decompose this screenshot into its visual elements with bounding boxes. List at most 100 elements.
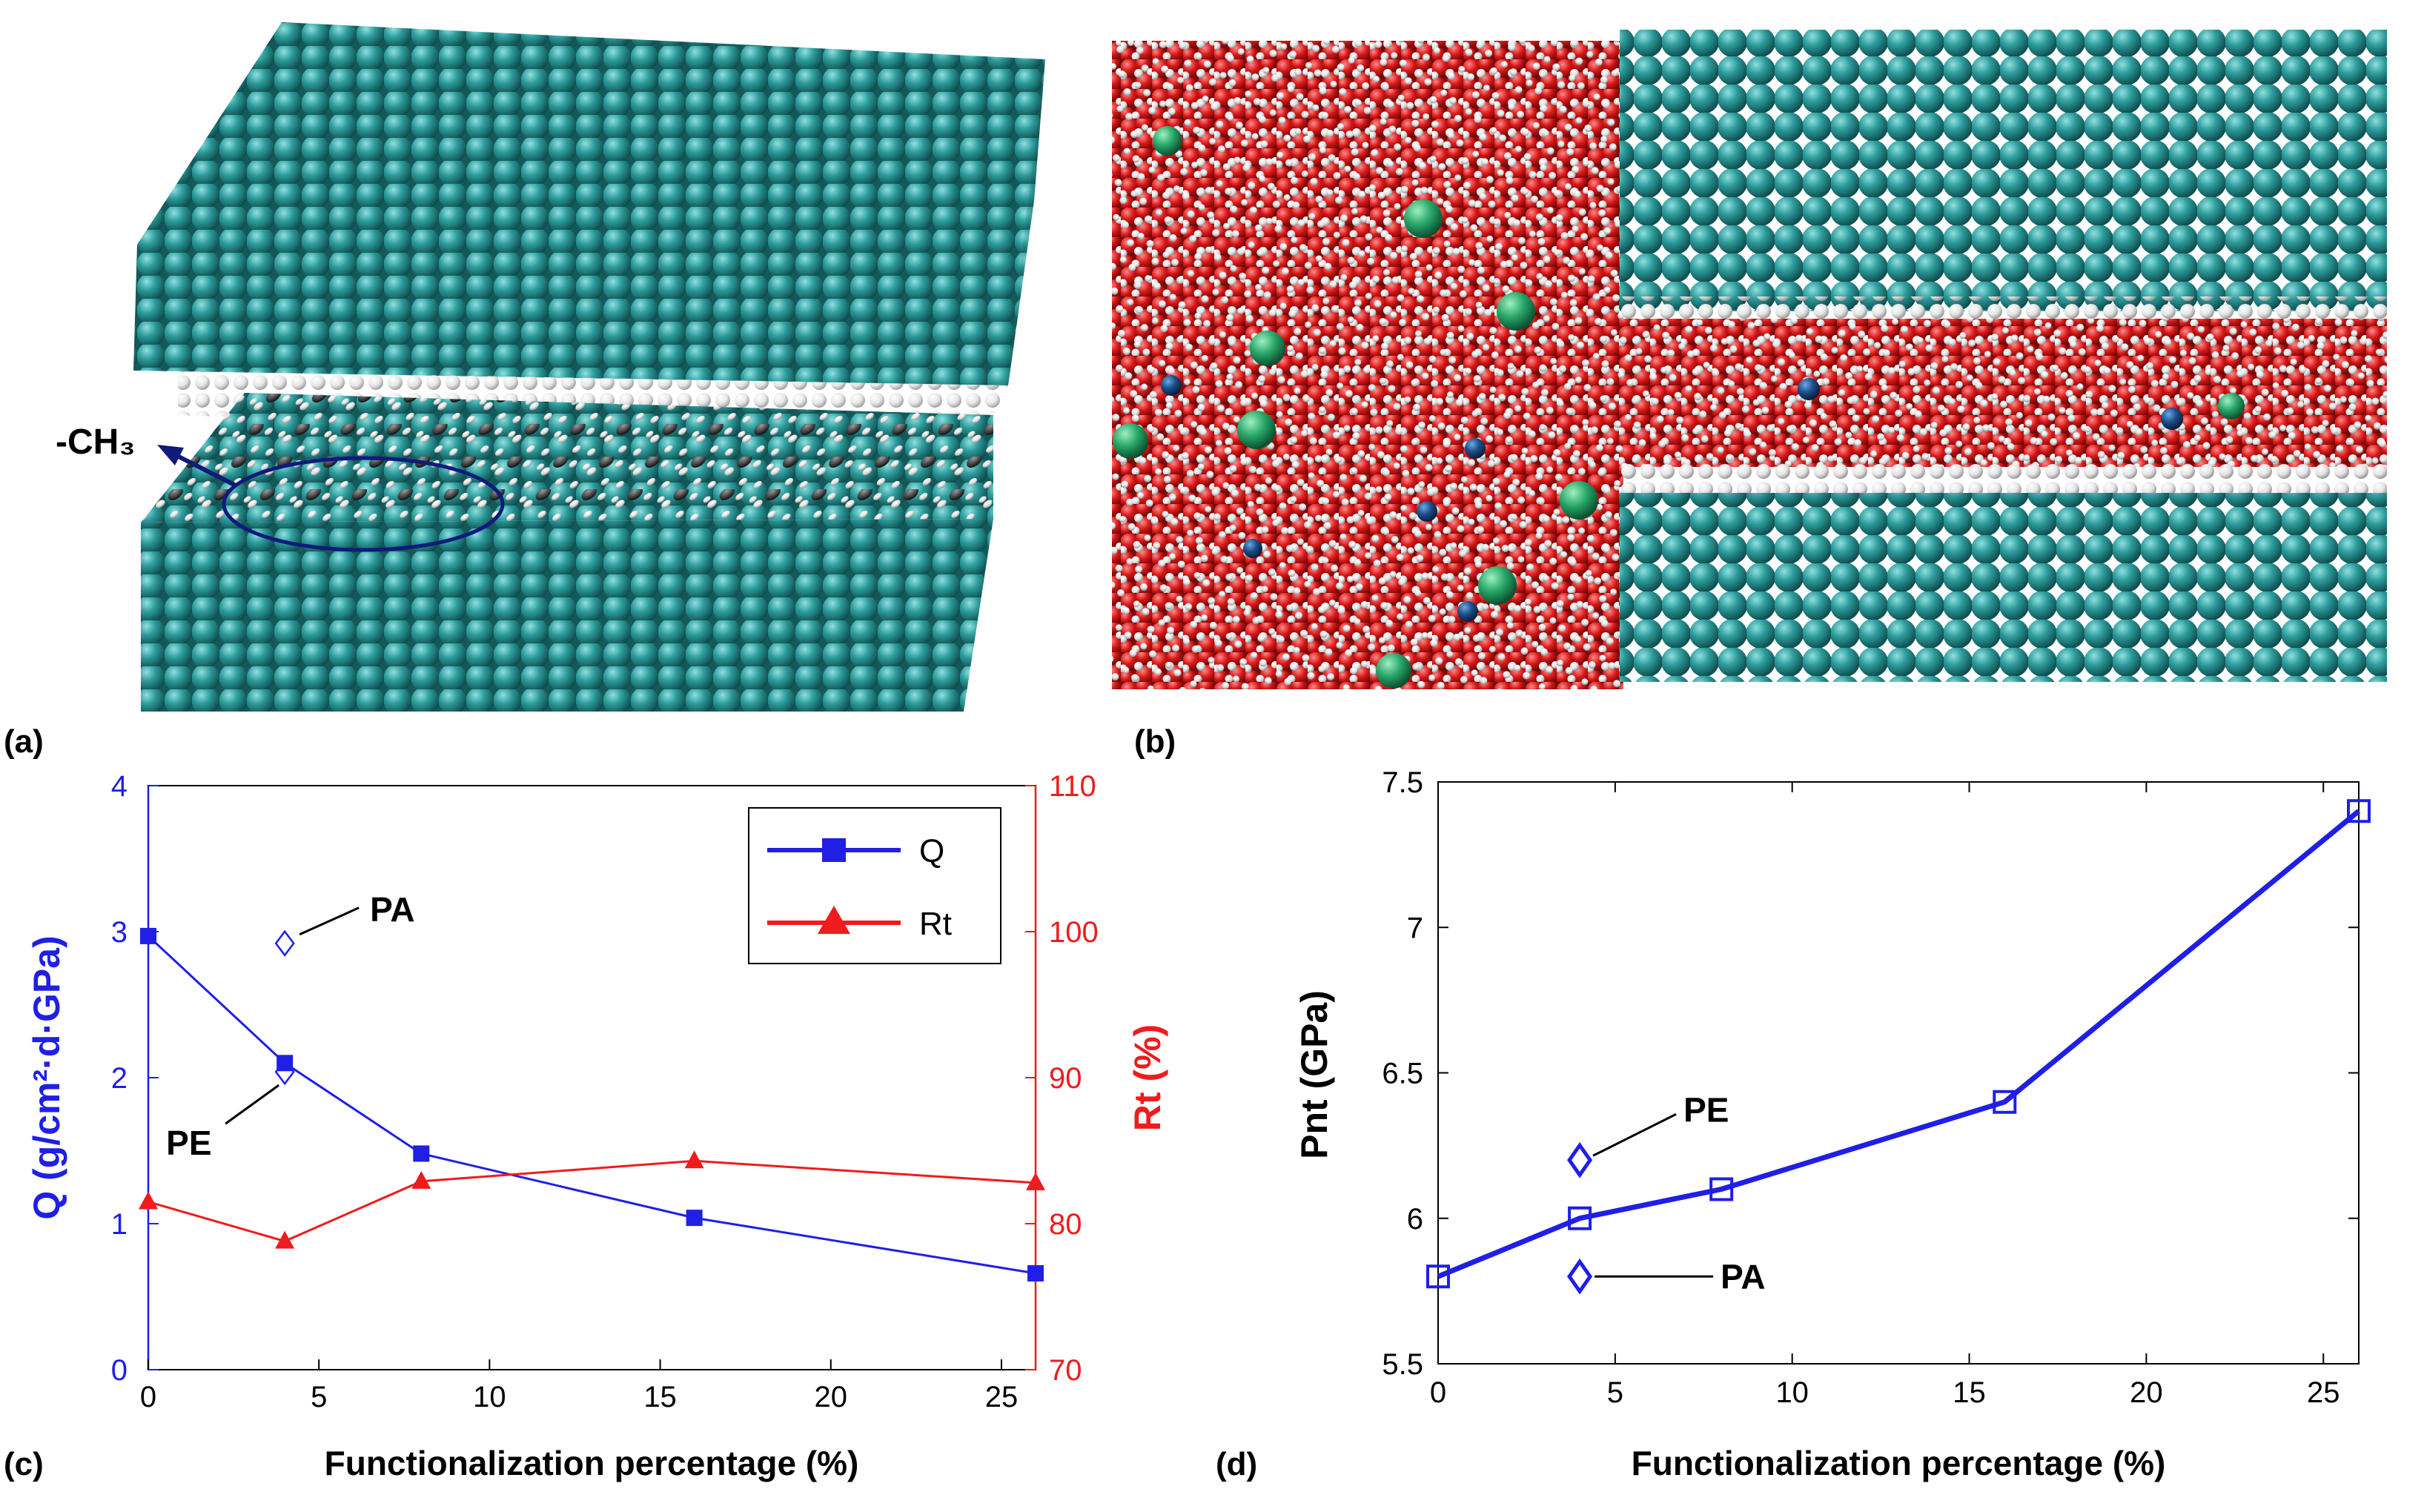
chart-d-callout-label-pe: PE xyxy=(1683,1090,1729,1129)
chart-d-xtick-label: 20 xyxy=(2130,1376,2163,1409)
sodium-ion xyxy=(1153,126,1182,156)
graphene-upper-block xyxy=(1620,30,2387,311)
chart-d-xtick-label: 15 xyxy=(1953,1376,1986,1409)
chart-d-point xyxy=(1426,1264,1450,1289)
panel-label-d: (d) xyxy=(1216,1446,1257,1482)
chart-c-yleft-tick-label: 1 xyxy=(111,1208,128,1241)
panel-label-c: (c) xyxy=(4,1446,44,1482)
chart-d-ylabel: Pnt (GPa) xyxy=(1294,990,1335,1159)
sodium-ion xyxy=(1376,653,1411,689)
chart-d-plot-area xyxy=(1437,781,2360,1365)
chart-c-yright-tick-label: 80 xyxy=(1049,1208,1082,1241)
chart-d-callout-line-pe xyxy=(1592,1113,1677,1157)
chart-c-yleft-tick-label: 3 xyxy=(111,916,128,949)
chart-d-point xyxy=(1993,1090,2017,1114)
chart-c-point-rt xyxy=(411,1170,431,1189)
panel-a-illustration: -CH₃ xyxy=(56,22,1045,712)
legend-rt-marker xyxy=(818,906,850,934)
chart-c-legend-box xyxy=(748,807,1001,964)
chart-c-yright-tick-label: 110 xyxy=(1049,770,1096,803)
methyl-pointer-arrowhead xyxy=(157,445,184,465)
chart-d-xtick-label: 10 xyxy=(1775,1376,1809,1409)
chart-c-point-pe xyxy=(274,1058,295,1086)
chart-c-point-q xyxy=(1027,1264,1044,1281)
chart-c-point-rt xyxy=(275,1230,295,1249)
chart-c-point-rt xyxy=(1026,1172,1045,1190)
channel-lower-hydrogens xyxy=(1620,463,2387,493)
chloride-ion xyxy=(1161,375,1182,396)
chart-c-callout-label-pe: PE xyxy=(166,1124,211,1162)
chart-d-point-pa xyxy=(1567,1258,1593,1295)
sodium-ion xyxy=(1113,423,1148,459)
panel-label-a: (a) xyxy=(4,723,44,760)
chart-c-callout-label-pa: PA xyxy=(370,890,414,929)
sodium-ion xyxy=(1478,566,1517,605)
chart-c-point-pa xyxy=(274,929,295,957)
chart-c-xtick-label: 25 xyxy=(985,1381,1019,1413)
chart-d-ytick-label: 7 xyxy=(1407,912,1423,944)
methyl-groups-layer xyxy=(141,393,993,523)
legend-q-label: Q xyxy=(919,833,944,869)
panel-label-b: (b) xyxy=(1134,723,1176,760)
chart-d-xtick-label: 0 xyxy=(1430,1376,1446,1409)
chart-c-point-rt xyxy=(684,1150,704,1169)
channel-water-hydrogens xyxy=(1620,319,2387,467)
chart-d-series-line xyxy=(1437,809,2361,1279)
legend-q-marker xyxy=(822,838,846,862)
upper-slab-top-face xyxy=(137,22,1045,245)
chart-d-point xyxy=(1568,1206,1592,1230)
chart-d-xtick-label: 5 xyxy=(1607,1376,1623,1409)
chart-c-xtick-label: 20 xyxy=(815,1381,848,1413)
sodium-ion xyxy=(1497,292,1535,331)
chart-c-xtick-label: 10 xyxy=(473,1381,506,1413)
sodium-ion xyxy=(2218,393,2245,420)
chloride-ion xyxy=(1465,438,1486,459)
chart-c-xtick-label: 15 xyxy=(643,1381,677,1413)
chart-d-xlabel: Functionalization percentage (%) xyxy=(1632,1444,2166,1482)
chart-d-point-pe xyxy=(1567,1141,1593,1178)
chart-c-yleft-tick-label: 4 xyxy=(111,770,128,803)
sodium-ion xyxy=(1250,331,1285,366)
methyl-label: -CH₃ xyxy=(56,422,136,462)
chart-d-ytick-label: 5.5 xyxy=(1382,1348,1423,1381)
chart-c-yleft-tick-label: 2 xyxy=(111,1062,128,1095)
chart-c-callout-line-pe xyxy=(225,1084,280,1125)
chart-c-ylabel-left: Q (g/cm²·d·GPa) xyxy=(26,935,67,1219)
legend-rt-label: Rt xyxy=(919,906,952,942)
upper-slab-side-face xyxy=(133,245,1023,385)
chloride-ion xyxy=(2161,408,2183,430)
chart-d-ytick-label: 6.5 xyxy=(1382,1058,1423,1090)
panel-b-illustration xyxy=(1112,30,2387,689)
chart-d-xtick-label: 25 xyxy=(2307,1376,2340,1409)
sodium-ion xyxy=(1404,199,1443,238)
chart-c-ylabel-right: Rt (%) xyxy=(1127,1024,1168,1131)
chart-c-point-q xyxy=(140,927,156,944)
chart-c-yright-tick-label: 70 xyxy=(1049,1354,1082,1387)
chart-c-series-line-rt xyxy=(148,1159,1036,1243)
chloride-ion xyxy=(1457,601,1478,622)
sodium-ion xyxy=(1560,481,1598,520)
chart-c-xtick-label: 0 xyxy=(140,1381,156,1413)
chart-d: 0 5 10 15 20 25 5.5 6 6.5 7 7.5 PE PA Functionaliz… xyxy=(1294,766,2371,1482)
chart-c-legend: Q Rt xyxy=(748,807,1001,964)
chart-c-series-line-q xyxy=(147,935,1036,1275)
chart-c-yright-tick-label: 90 xyxy=(1049,1062,1082,1095)
chloride-ion xyxy=(1243,539,1262,558)
chart-c-yright-tick-label: 100 xyxy=(1049,916,1099,949)
chart-d-callout-label-pa: PA xyxy=(1721,1257,1766,1296)
water-reservoir-hydrogens xyxy=(1112,41,1623,689)
chart-c-point-rt xyxy=(139,1191,158,1210)
chart-c-yleft-tick-label: 0 xyxy=(111,1354,128,1387)
chart-c-point-q xyxy=(686,1210,703,1227)
chart-c-xtick-label: 5 xyxy=(311,1381,327,1413)
chloride-ion xyxy=(1417,501,1437,522)
chart-d-ytick-label: 6 xyxy=(1407,1203,1423,1236)
chart-c-callout-line-pa xyxy=(299,906,360,936)
upper-slab-right-balls xyxy=(1008,59,1045,385)
chart-c: 0 5 10 15 20 25 0 1 2 3 4 70 80 90 100 110 PA PE Funct… xyxy=(26,770,1168,1482)
lower-slab-front-face xyxy=(141,519,993,712)
graphene-lower-block xyxy=(1620,493,2387,682)
sodium-ion xyxy=(1237,411,1276,449)
chart-d-ytick-label: 7.5 xyxy=(1382,766,1423,799)
